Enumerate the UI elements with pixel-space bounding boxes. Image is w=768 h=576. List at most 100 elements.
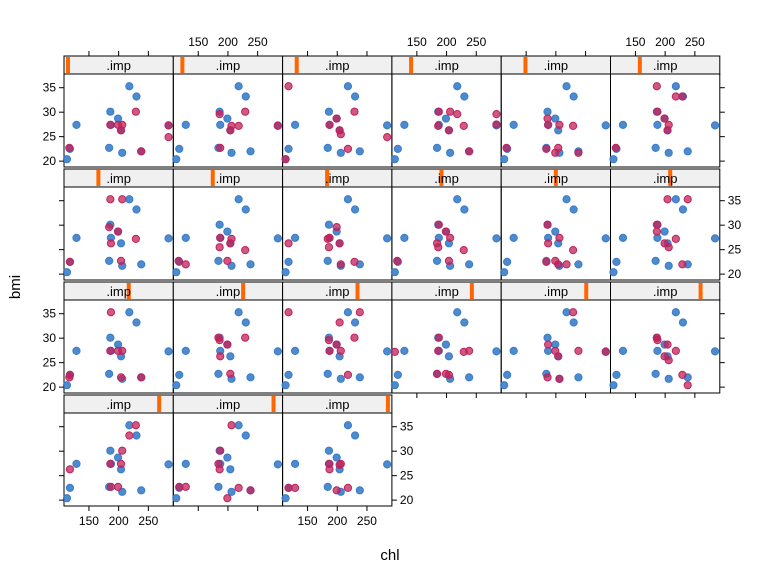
panel-19: .imp	[62, 394, 174, 507]
observed-point	[65, 483, 75, 492]
imputed-point	[332, 486, 341, 495]
imputed-point	[215, 110, 224, 119]
panel-strip-label: .imp	[106, 58, 131, 73]
panel-strip-label: .imp	[216, 58, 241, 73]
observed-point	[612, 257, 621, 266]
observed-point	[492, 234, 501, 243]
y-tick-label: 20	[400, 493, 414, 507]
imputed-point	[660, 114, 669, 123]
y-tick-label: 35	[43, 307, 57, 321]
observed-point	[323, 143, 332, 153]
observed-point	[214, 369, 223, 379]
x-tick-label: 150	[407, 35, 427, 49]
imputed-point	[683, 381, 692, 390]
observed-point	[246, 260, 255, 269]
imputed-point	[350, 257, 359, 266]
imputed-point	[336, 459, 345, 469]
observed-point	[223, 227, 232, 236]
imputed-point	[181, 482, 190, 492]
imputed-point	[555, 374, 564, 383]
imputed-point	[106, 308, 116, 317]
imputed-point	[241, 333, 250, 342]
x-tick-label: 150	[298, 514, 318, 528]
y-tick-label: 20	[43, 154, 57, 168]
observed-point	[710, 121, 720, 130]
imputed-point	[216, 446, 225, 455]
observed-point	[500, 155, 509, 164]
observed-point	[400, 233, 409, 243]
observed-point	[214, 256, 223, 266]
observed-point	[323, 256, 332, 266]
observed-point	[336, 374, 345, 383]
observed-point	[226, 465, 235, 474]
observed-point	[618, 346, 628, 356]
imputed-point	[671, 234, 680, 243]
observed-point	[343, 308, 353, 317]
x-axis-title: chl	[380, 547, 399, 564]
observed-point	[132, 205, 141, 214]
observed-point	[241, 318, 250, 327]
imputed-point	[434, 107, 443, 116]
x-tick-label: 250	[466, 35, 486, 49]
imputed-point	[131, 107, 140, 116]
observed-point	[574, 373, 583, 382]
panel-strip-marker	[157, 396, 162, 412]
observed-point	[164, 347, 173, 356]
observed-point	[503, 257, 512, 266]
imputed-point	[284, 239, 293, 248]
observed-point	[500, 381, 509, 390]
observed-point	[336, 148, 345, 157]
observed-point	[324, 220, 334, 229]
imputed-point	[459, 121, 468, 130]
observed-point	[223, 114, 232, 123]
observed-point	[683, 147, 692, 156]
observed-point	[383, 347, 392, 356]
observed-point	[137, 260, 146, 269]
panel-strip-label: .imp	[106, 284, 131, 299]
observed-point	[350, 205, 360, 214]
observed-point	[105, 369, 114, 379]
panel-frame	[610, 186, 721, 281]
y-tick-label: 20	[728, 267, 742, 281]
observed-point	[500, 268, 509, 277]
observed-point	[241, 205, 250, 214]
panel-strip-marker	[637, 57, 642, 73]
observed-point	[574, 260, 583, 269]
panel-strip-label: .imp	[434, 284, 459, 299]
imputed-point	[664, 120, 673, 130]
observed-point	[172, 381, 181, 390]
imputed-point	[393, 256, 402, 266]
observed-point	[355, 486, 364, 495]
observed-point	[137, 486, 146, 495]
observed-point	[710, 234, 720, 243]
imputed-point	[227, 421, 236, 430]
x-tick-label: 200	[109, 514, 129, 528]
observed-point	[226, 352, 235, 361]
panel-1: .imp	[62, 55, 174, 168]
observed-point	[172, 268, 181, 277]
x-tick-label: 200	[437, 35, 457, 49]
imputed-point	[290, 483, 300, 492]
observed-point	[569, 318, 578, 327]
imputed-point	[544, 340, 553, 349]
imputed-point	[241, 246, 250, 255]
imputed-point	[543, 373, 552, 382]
imputed-point	[226, 369, 235, 379]
panel-strip-label: .imp	[216, 284, 241, 299]
observed-point	[181, 120, 190, 130]
panel-14: .imp	[172, 281, 284, 394]
panel-strip-label: .imp	[544, 171, 569, 186]
imputed-point	[118, 195, 127, 204]
imputed-point	[542, 144, 551, 153]
panel-7: .imp	[62, 168, 174, 281]
observed-point	[465, 260, 474, 269]
imputed-point	[343, 144, 353, 153]
observed-point	[509, 233, 518, 243]
observed-point	[664, 374, 673, 383]
x-tick-label: 250	[248, 35, 268, 49]
observed-point	[324, 446, 334, 455]
observed-point	[125, 308, 134, 317]
panel-strip-label: .imp	[434, 171, 459, 186]
imputed-point	[542, 257, 551, 266]
